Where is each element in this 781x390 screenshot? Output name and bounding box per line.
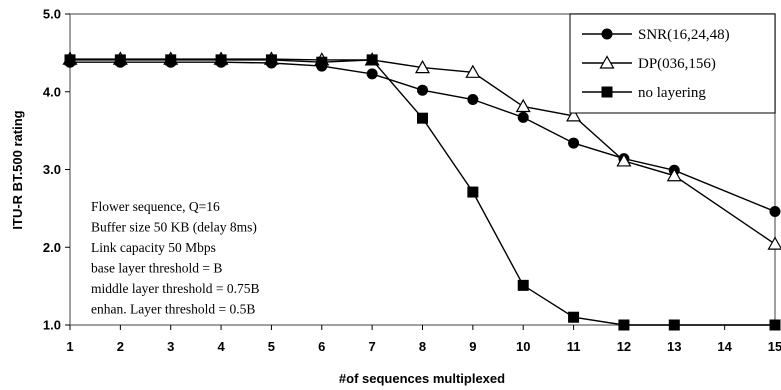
data-point-circle [366, 68, 378, 80]
y-tick-label: 5.0 [43, 7, 61, 22]
data-point-circle [517, 111, 529, 123]
x-tick-label: 3 [167, 339, 174, 354]
data-point-square [769, 319, 781, 331]
annotation-line: base layer threshold = B [91, 261, 222, 276]
series-line [70, 58, 776, 245]
data-point-square [215, 54, 227, 66]
data-point-circle [601, 28, 613, 40]
data-point-triangle [666, 168, 682, 182]
legend: SNR(16,24,48) DP(036,156) no layering [569, 13, 776, 114]
x-tick-label: 4 [217, 339, 225, 354]
data-point-square [165, 54, 177, 66]
x-tick-label: 14 [717, 339, 732, 354]
x-tick-label: 7 [369, 339, 376, 354]
data-point-square [114, 54, 126, 66]
x-tick-label: 10 [516, 339, 530, 354]
data-point-square [265, 54, 277, 66]
data-point-square [366, 54, 378, 66]
y-axis-title: ITU-R BT.500 rating [10, 110, 25, 229]
data-point-triangle [566, 108, 582, 122]
data-point-triangle [599, 55, 615, 69]
data-point-circle [769, 205, 781, 217]
data-point-circle [467, 94, 479, 106]
data-point-square [668, 319, 680, 331]
annotation-line: middle layer threshold = 0.75B [91, 281, 259, 296]
y-tick-label: 4.0 [43, 84, 61, 99]
annotation-line: Flower sequence, Q=16 [91, 199, 220, 214]
data-point-square [417, 112, 428, 124]
data-point-square [568, 311, 580, 323]
data-point-triangle [515, 98, 531, 113]
x-tick-label: 8 [419, 339, 426, 354]
data-point-triangle [767, 236, 781, 250]
series-line [70, 61, 776, 213]
y-axis: 1.0 2.0 3.0 4.0 5.0 [43, 7, 70, 333]
x-tick-label: 5 [268, 339, 275, 354]
x-tick-label: 13 [667, 339, 681, 354]
data-point-square [517, 279, 529, 291]
series-layer [62, 51, 781, 331]
legend-label: DP(036,156) [638, 56, 716, 72]
x-axis-title: #of sequences multiplexed [339, 371, 505, 386]
x-tick-label: 12 [617, 339, 631, 354]
annotation-line: Link capacity 50 Mbps [91, 240, 216, 255]
y-tick-label: 2.0 [43, 240, 61, 255]
x-tick-label: 2 [117, 339, 124, 354]
data-point-circle [568, 137, 580, 149]
data-point-triangle [414, 59, 431, 74]
annotation-line: enhan. Layer threshold = 0.5B [91, 302, 255, 317]
x-tick-label: 1 [66, 339, 73, 354]
y-tick-label: 1.0 [43, 318, 61, 333]
data-point-triangle [616, 153, 632, 167]
data-point-triangle [465, 64, 481, 78]
y-tick-label: 3.0 [43, 162, 61, 177]
legend-label: SNR(16,24,48) [638, 27, 730, 43]
data-point-square [467, 186, 479, 198]
annotation-line: Buffer size 50 KB (delay 8ms) [91, 220, 257, 235]
series-no-layering [64, 54, 781, 331]
legend-label: no layering [638, 85, 706, 101]
annotation-block: Flower sequence, Q=16 Buffer size 50 KB (… [91, 199, 259, 317]
data-point-square [316, 56, 328, 68]
x-tick-label: 15 [768, 339, 781, 354]
x-tick-label: 11 [567, 339, 581, 354]
series-line [70, 59, 775, 326]
data-point-square [618, 319, 630, 331]
data-point-square [601, 86, 613, 98]
data-point-square [64, 54, 76, 66]
x-tick-label: 6 [318, 339, 325, 354]
x-tick-label: 9 [469, 339, 476, 354]
data-point-circle [417, 84, 428, 96]
x-axis: 1 2 3 4 5 6 7 8 9 10 11 12 13 14 15 [66, 325, 781, 354]
